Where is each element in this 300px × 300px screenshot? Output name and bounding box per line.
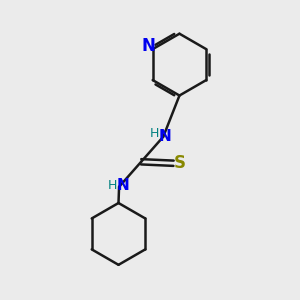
Text: H: H (108, 179, 117, 192)
Text: S: S (174, 154, 186, 172)
Text: H: H (150, 127, 159, 140)
Text: N: N (116, 178, 129, 193)
Text: N: N (158, 129, 171, 144)
Text: N: N (141, 37, 155, 55)
